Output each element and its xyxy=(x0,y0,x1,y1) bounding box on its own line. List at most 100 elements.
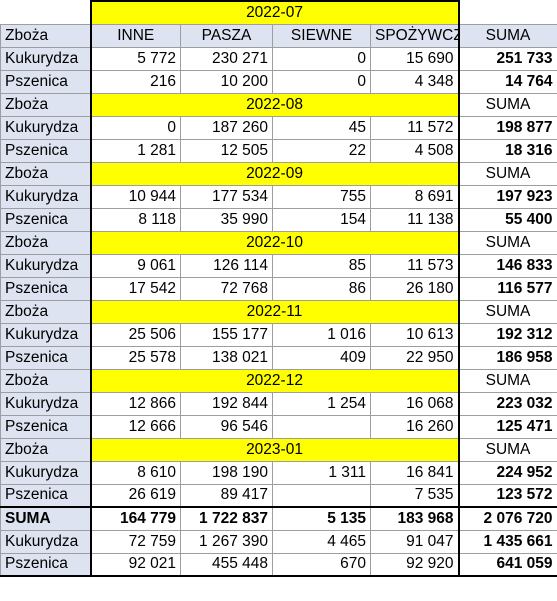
column-header-suma[interactable]: SUMA xyxy=(458,230,557,255)
cell-suma[interactable]: 641 059 xyxy=(458,552,557,577)
cell-inne[interactable]: 26 619 xyxy=(89,483,181,508)
row-label-pszenica[interactable]: Pszenica xyxy=(0,207,91,232)
row-label-pszenica[interactable]: Pszenica xyxy=(0,552,91,577)
date-cell[interactable]: 2022-11 xyxy=(89,299,460,324)
cell-spozywcze[interactable]: 16 068 xyxy=(369,391,460,416)
cell-pasza[interactable]: 89 417 xyxy=(180,483,273,508)
cell-suma[interactable]: 18 316 xyxy=(458,138,557,163)
cell-spozywcze[interactable]: 16 841 xyxy=(369,460,460,485)
row-label-kukurydza[interactable]: Kukurydza xyxy=(0,322,91,347)
cell-inne[interactable]: 92 021 xyxy=(89,552,181,577)
cell-suma[interactable]: 55 400 xyxy=(458,207,557,232)
cell-pasza[interactable]: 155 177 xyxy=(180,322,273,347)
cell-pasza[interactable]: 10 200 xyxy=(180,69,273,94)
cell-suma[interactable]: 223 032 xyxy=(458,391,557,416)
cell-spozywcze[interactable]: 15 690 xyxy=(369,46,460,71)
cell-siewne[interactable]: 4 465 xyxy=(272,529,371,554)
cell-siewne[interactable]: 22 xyxy=(272,138,371,163)
row-label-zboza[interactable]: Zboża xyxy=(0,437,91,462)
cell-siewne[interactable]: 1 254 xyxy=(272,391,371,416)
row-label-pszenica[interactable]: Pszenica xyxy=(0,345,91,370)
row-label-zboza[interactable]: Zboża xyxy=(0,23,91,48)
cell-siewne[interactable]: 86 xyxy=(272,276,371,301)
row-label-zboza[interactable]: Zboża xyxy=(0,230,91,255)
row-label-suma[interactable]: SUMA xyxy=(0,506,91,531)
cell-suma[interactable]: 125 471 xyxy=(458,414,557,439)
cell-inne[interactable]: 9 061 xyxy=(89,253,181,278)
cell-spozywcze[interactable]: 11 573 xyxy=(369,253,460,278)
cell-spozywcze[interactable]: 183 968 xyxy=(369,506,460,531)
column-header-suma[interactable]: SUMA xyxy=(458,368,557,393)
date-cell[interactable]: 2022-10 xyxy=(89,230,460,255)
cell-inne[interactable]: 25 506 xyxy=(89,322,181,347)
row-label-kukurydza[interactable]: Kukurydza xyxy=(0,460,91,485)
cell-siewne[interactable]: 755 xyxy=(272,184,371,209)
column-header-spozywcze[interactable]: SPOŻYWCZE xyxy=(369,23,460,48)
cell-inne[interactable]: 72 759 xyxy=(89,529,181,554)
cell-siewne[interactable]: 1 311 xyxy=(272,460,371,485)
row-label-pszenica[interactable]: Pszenica xyxy=(0,483,91,508)
cell-suma[interactable]: 224 952 xyxy=(458,460,557,485)
cell-inne[interactable]: 12 866 xyxy=(89,391,181,416)
column-header-suma[interactable]: SUMA xyxy=(458,161,557,186)
cell-pasza[interactable]: 455 448 xyxy=(180,552,273,577)
cell-pasza[interactable]: 1 267 390 xyxy=(180,529,273,554)
cell-inne[interactable]: 164 779 xyxy=(89,506,181,531)
cell-inne[interactable]: 216 xyxy=(89,69,181,94)
cell-suma[interactable]: 1 435 661 xyxy=(458,529,557,554)
cell-spozywcze[interactable]: 92 920 xyxy=(369,552,460,577)
row-label-kukurydza[interactable]: Kukurydza xyxy=(0,184,91,209)
cell-pasza[interactable]: 35 990 xyxy=(180,207,273,232)
cell-pasza[interactable]: 187 260 xyxy=(180,115,273,140)
cell-spozywcze[interactable]: 4 348 xyxy=(369,69,460,94)
cell-pasza[interactable]: 126 114 xyxy=(180,253,273,278)
row-label-zboza[interactable]: Zboża xyxy=(0,299,91,324)
cell-siewne[interactable]: 1 016 xyxy=(272,322,371,347)
cell-spozywcze[interactable]: 16 260 xyxy=(369,414,460,439)
cell-pasza[interactable]: 230 271 xyxy=(180,46,273,71)
cell-spozywcze[interactable]: 11 572 xyxy=(369,115,460,140)
cell-siewne[interactable]: 0 xyxy=(272,46,371,71)
empty-cell[interactable] xyxy=(0,1,91,25)
cell-suma[interactable]: 251 733 xyxy=(458,46,557,71)
cell-suma[interactable]: 14 764 xyxy=(458,69,557,94)
column-header-suma[interactable]: SUMA xyxy=(458,437,557,462)
cell-siewne[interactable] xyxy=(272,414,371,439)
cell-spozywcze[interactable]: 11 138 xyxy=(369,207,460,232)
cell-pasza[interactable]: 1 722 837 xyxy=(180,506,273,531)
column-header-pasza[interactable]: PASZA xyxy=(180,23,273,48)
cell-suma[interactable]: 2 076 720 xyxy=(458,506,557,531)
cell-inne[interactable]: 10 944 xyxy=(89,184,181,209)
row-label-zboza[interactable]: Zboża xyxy=(0,161,91,186)
cell-suma[interactable]: 146 833 xyxy=(458,253,557,278)
cell-pasza[interactable]: 138 021 xyxy=(180,345,273,370)
row-label-kukurydza[interactable]: Kukurydza xyxy=(0,46,91,71)
cell-suma[interactable]: 198 877 xyxy=(458,115,557,140)
cell-pasza[interactable]: 96 546 xyxy=(180,414,273,439)
row-label-pszenica[interactable]: Pszenica xyxy=(0,138,91,163)
cell-siewne[interactable]: 85 xyxy=(272,253,371,278)
row-label-kukurydza[interactable]: Kukurydza xyxy=(0,391,91,416)
cell-suma[interactable]: 116 577 xyxy=(458,276,557,301)
cell-siewne[interactable]: 670 xyxy=(272,552,371,577)
cell-spozywcze[interactable]: 4 508 xyxy=(369,138,460,163)
cell-spozywcze[interactable]: 10 613 xyxy=(369,322,460,347)
cell-suma[interactable]: 197 923 xyxy=(458,184,557,209)
column-header-suma[interactable]: SUMA xyxy=(458,299,557,324)
cell-spozywcze[interactable]: 7 535 xyxy=(369,483,460,508)
row-label-kukurydza[interactable]: Kukurydza xyxy=(0,115,91,140)
cell-pasza[interactable]: 72 768 xyxy=(180,276,273,301)
cell-inne[interactable]: 1 281 xyxy=(89,138,181,163)
cell-suma[interactable]: 192 312 xyxy=(458,322,557,347)
date-cell[interactable]: 2022-12 xyxy=(89,368,460,393)
empty-cell[interactable] xyxy=(458,1,557,25)
cell-spozywcze[interactable]: 26 180 xyxy=(369,276,460,301)
cell-siewne[interactable]: 5 135 xyxy=(272,506,371,531)
cell-inne[interactable]: 17 542 xyxy=(89,276,181,301)
cell-pasza[interactable]: 198 190 xyxy=(180,460,273,485)
cell-inne[interactable]: 5 772 xyxy=(89,46,181,71)
cell-siewne[interactable]: 0 xyxy=(272,69,371,94)
column-header-suma[interactable]: SUMA xyxy=(458,92,557,117)
cell-spozywcze[interactable]: 22 950 xyxy=(369,345,460,370)
date-cell[interactable]: 2022-09 xyxy=(89,161,460,186)
